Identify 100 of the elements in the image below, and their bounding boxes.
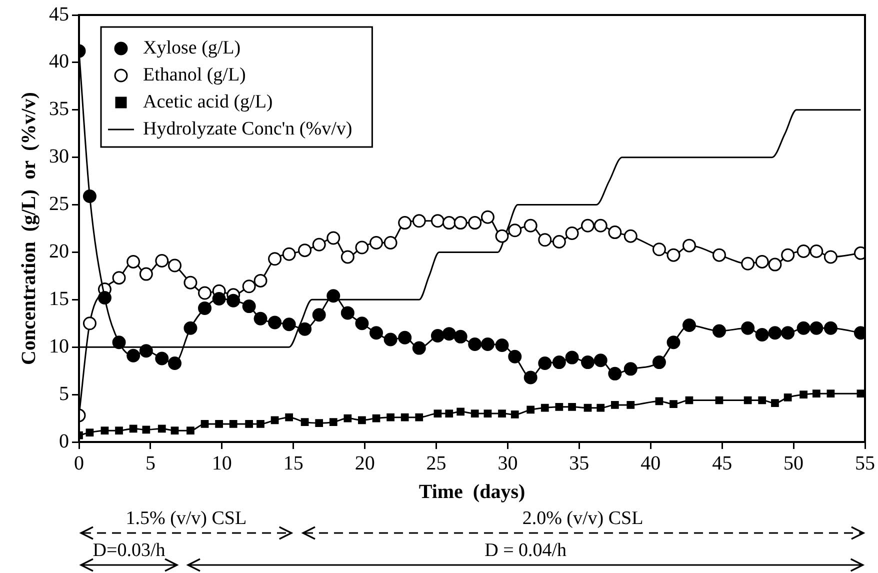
point <box>434 410 442 418</box>
point <box>796 244 810 258</box>
point <box>82 316 96 330</box>
point <box>268 316 282 330</box>
point <box>326 231 340 245</box>
point <box>358 416 366 424</box>
point <box>326 289 340 303</box>
point <box>810 321 824 335</box>
point <box>340 250 354 264</box>
x-tick-label: 20 <box>354 452 375 474</box>
point <box>198 301 212 315</box>
point <box>480 210 494 224</box>
point <box>198 286 212 300</box>
point <box>112 271 126 285</box>
point <box>712 324 726 338</box>
point <box>670 400 678 408</box>
point <box>565 350 579 364</box>
point <box>594 218 608 232</box>
point <box>755 328 769 342</box>
point <box>796 321 810 335</box>
point <box>329 418 338 426</box>
point <box>158 424 166 433</box>
point <box>270 416 279 424</box>
point <box>524 370 538 384</box>
point <box>468 338 482 352</box>
point <box>372 414 380 422</box>
point <box>370 326 383 340</box>
point <box>768 258 782 272</box>
point <box>666 248 680 262</box>
point <box>86 428 94 436</box>
y-tick-label: 5 <box>59 382 69 405</box>
point <box>568 402 576 411</box>
point <box>594 354 608 368</box>
legend-label: Ethanol (g/L) <box>143 64 246 86</box>
point <box>596 404 605 412</box>
point <box>445 410 454 418</box>
y-tick-label: 40 <box>49 50 69 73</box>
x-tick-label: 0 <box>74 452 84 474</box>
y-tick-label: 0 <box>59 430 69 452</box>
point <box>226 294 240 308</box>
point <box>168 258 182 272</box>
point <box>682 238 696 252</box>
point <box>824 250 838 264</box>
point <box>610 401 619 409</box>
point <box>139 267 153 281</box>
x-tick-label: 25 <box>426 452 446 474</box>
point <box>826 390 835 398</box>
y-tick-label: 25 <box>49 193 69 216</box>
point <box>129 424 138 433</box>
point <box>412 341 426 355</box>
point <box>565 226 579 240</box>
point <box>268 252 282 266</box>
point <box>685 396 694 404</box>
point <box>508 350 522 364</box>
point <box>470 410 479 418</box>
point <box>655 397 664 406</box>
point <box>771 399 779 408</box>
point <box>340 306 354 320</box>
point <box>812 390 820 398</box>
point <box>666 336 680 350</box>
point <box>430 328 444 342</box>
x-tick-label: 40 <box>640 452 661 474</box>
point <box>155 254 169 268</box>
x-axis-title: Time (days) <box>418 481 526 504</box>
y-tick-label: 15 <box>49 288 69 310</box>
point <box>652 356 666 370</box>
point <box>552 235 566 249</box>
point <box>800 390 808 398</box>
point <box>456 408 464 416</box>
point <box>495 338 509 352</box>
point <box>285 413 294 422</box>
point <box>581 218 595 232</box>
point <box>384 332 398 346</box>
point <box>400 413 409 422</box>
point <box>430 214 444 228</box>
point <box>312 238 326 252</box>
point <box>184 321 198 335</box>
point <box>100 426 109 435</box>
point <box>454 216 468 230</box>
point <box>355 240 369 254</box>
y-axis-title: Concentration (g/L) or (%v/v) <box>18 92 40 365</box>
x-tick-label: 50 <box>784 452 804 474</box>
point <box>142 426 150 434</box>
y-tick-label: 10 <box>49 335 69 358</box>
point <box>495 229 509 243</box>
point <box>200 420 209 428</box>
point <box>682 318 696 332</box>
point <box>298 322 312 336</box>
point <box>370 236 383 250</box>
legend-label: Acetic acid (g/L) <box>143 91 273 112</box>
point <box>242 300 256 314</box>
x-tick-label: 55 <box>855 452 875 474</box>
point <box>229 420 238 428</box>
point <box>398 216 412 230</box>
point <box>215 420 223 428</box>
x-tick-label: 45 <box>712 452 732 474</box>
point <box>540 404 549 412</box>
point <box>741 256 755 270</box>
point <box>184 276 198 290</box>
text: D=0.03/h <box>92 540 166 562</box>
